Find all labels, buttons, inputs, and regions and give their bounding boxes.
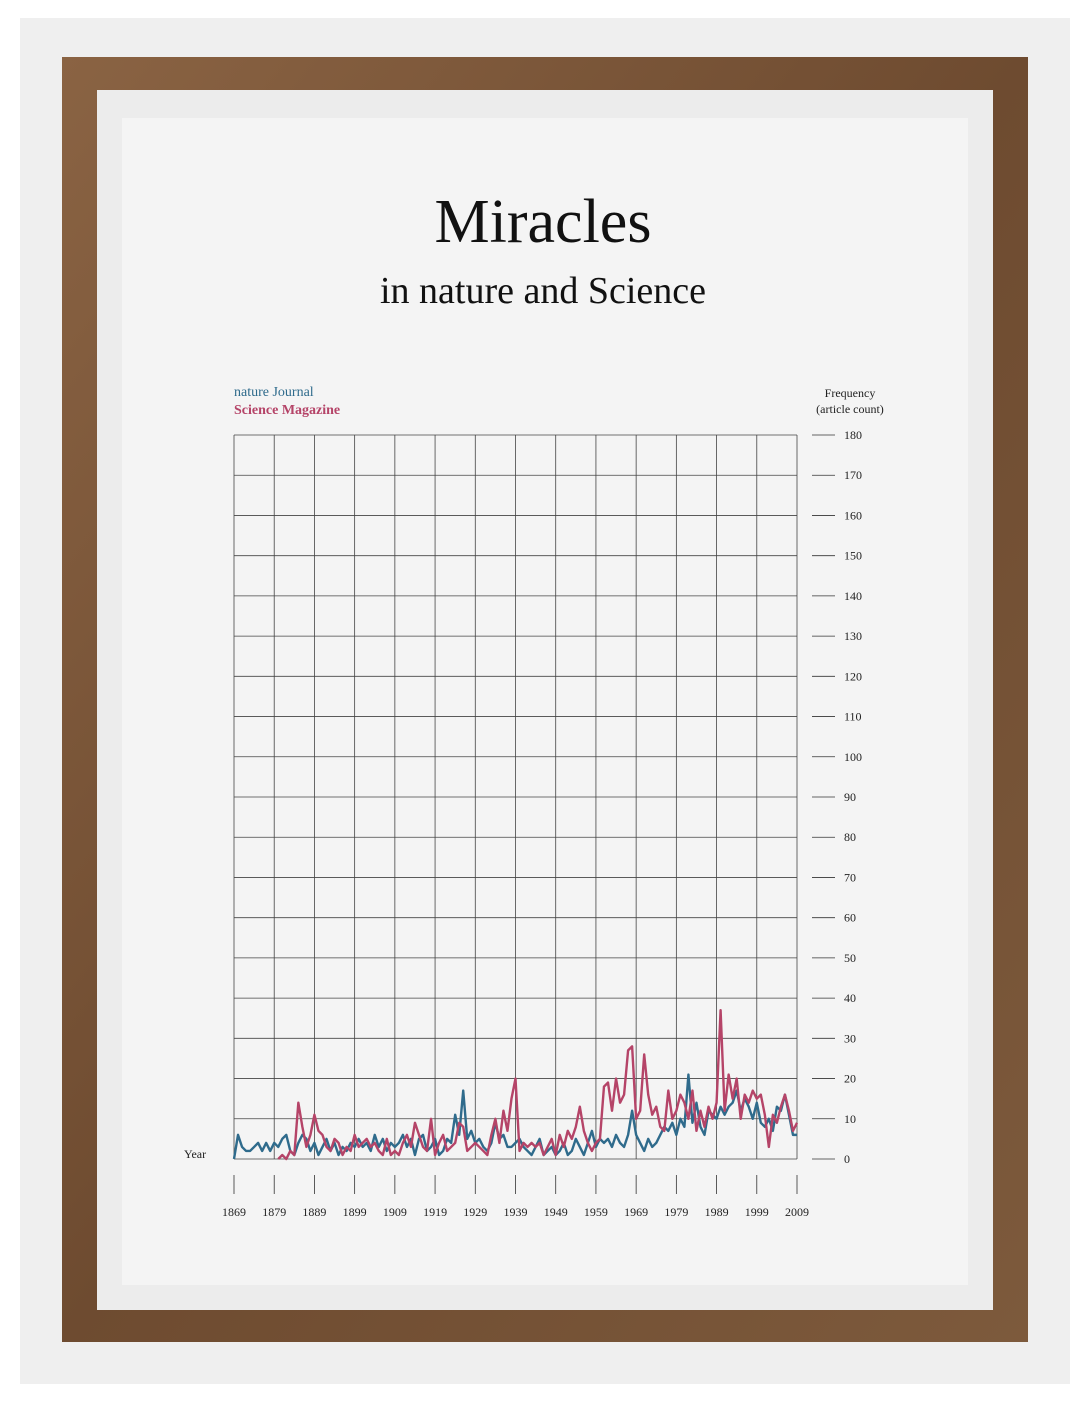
series-line [277, 1008, 799, 1161]
y-tick-label: 160 [844, 508, 862, 522]
y-axis-label: Frequency [825, 386, 876, 400]
legend-entry: Science Magazine [234, 403, 340, 418]
x-tick-label: 1979 [664, 1205, 688, 1219]
x-tick-label: 1969 [624, 1205, 648, 1219]
y-tick-label: 40 [844, 991, 856, 1005]
paper [122, 118, 968, 1285]
y-tick-label: 50 [844, 951, 856, 965]
y-tick-label: 10 [844, 1112, 856, 1126]
chart-title: Miracles [435, 188, 652, 256]
chart-subtitle: in nature and Science [380, 270, 706, 312]
y-tick-label: 90 [844, 790, 856, 804]
x-tick-label: 1869 [222, 1205, 246, 1219]
x-tick-label: 1949 [544, 1205, 568, 1219]
y-tick-label: 110 [844, 710, 862, 724]
x-tick-label: 1899 [343, 1205, 367, 1219]
legend-entry: nature Journal [234, 385, 314, 400]
x-tick-label: 1989 [705, 1205, 729, 1219]
x-tick-label: 1959 [584, 1205, 608, 1219]
y-tick-label: 150 [844, 549, 862, 563]
y-tick-label: 100 [844, 750, 862, 764]
y-tick-label: 30 [844, 1031, 856, 1045]
x-tick-label: 1919 [423, 1205, 447, 1219]
x-axis-label: Year [184, 1147, 206, 1161]
y-tick-label: 20 [844, 1072, 856, 1086]
y-tick-label: 130 [844, 629, 862, 643]
x-tick-label: 2009 [785, 1205, 809, 1219]
x-tick-label: 1889 [302, 1205, 326, 1219]
y-tick-label: 180 [844, 428, 862, 442]
x-tick-label: 1939 [504, 1205, 528, 1219]
y-tick-label: 170 [844, 468, 862, 482]
x-tick-label: 1999 [745, 1205, 769, 1219]
x-tick-label: 1879 [262, 1205, 286, 1219]
x-tick-label: 1909 [383, 1205, 407, 1219]
y-tick-label: 140 [844, 589, 862, 603]
series-line [232, 1073, 797, 1160]
y-tick-label: 80 [844, 830, 856, 844]
y-tick-label: 120 [844, 669, 862, 683]
y-tick-label: 0 [844, 1152, 850, 1166]
y-tick-label: 70 [844, 870, 856, 884]
x-tick-label: 1929 [463, 1205, 487, 1219]
y-axis-note: (article count) [816, 402, 884, 416]
y-tick-label: 60 [844, 911, 856, 925]
